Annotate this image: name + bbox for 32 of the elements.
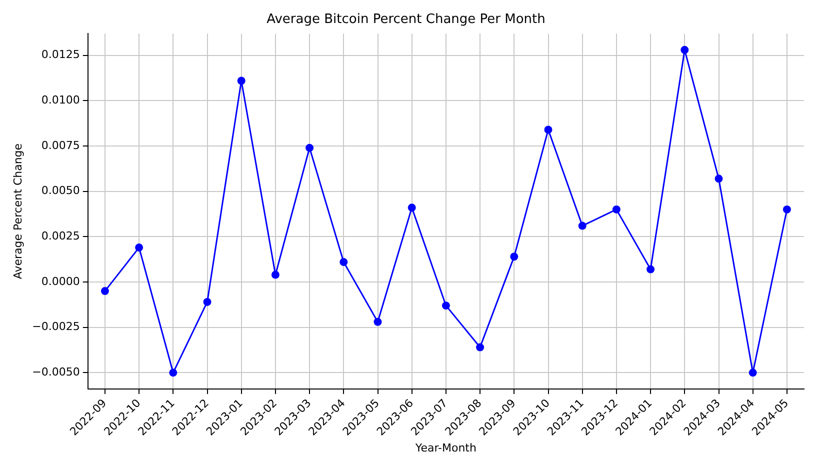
point xyxy=(680,46,689,54)
point xyxy=(442,302,450,310)
point xyxy=(646,265,655,274)
y-tick-label: 0.0000 xyxy=(41,274,80,288)
point xyxy=(408,204,416,212)
point xyxy=(374,318,382,326)
point xyxy=(544,126,552,134)
point xyxy=(510,252,518,261)
x-axis-title: Year-Month xyxy=(414,441,476,454)
y-tick-label: 0.0100 xyxy=(41,94,80,107)
point xyxy=(714,174,723,183)
point xyxy=(271,270,280,279)
point xyxy=(340,258,348,266)
y-tick-label: −0.0050 xyxy=(32,366,80,379)
y-axis-title: Average Percent Change xyxy=(11,143,24,280)
y-tick-label: 0.0025 xyxy=(41,230,80,243)
point xyxy=(100,287,109,296)
point xyxy=(748,368,757,377)
point xyxy=(135,244,144,252)
point xyxy=(612,205,620,214)
y-tick-label: −0.0025 xyxy=(32,320,80,334)
y-tick-label: 0.0050 xyxy=(41,184,80,198)
point xyxy=(782,205,791,214)
chart-title: Average Bitcoin Percent Change Per Month xyxy=(266,12,546,28)
y-tick-label: 0.0125 xyxy=(41,48,80,62)
point xyxy=(237,76,246,85)
point xyxy=(203,298,212,306)
point xyxy=(306,144,314,152)
point xyxy=(578,222,586,230)
point xyxy=(169,368,178,377)
y-tick-label: 0.0075 xyxy=(41,138,80,152)
point xyxy=(476,343,484,352)
